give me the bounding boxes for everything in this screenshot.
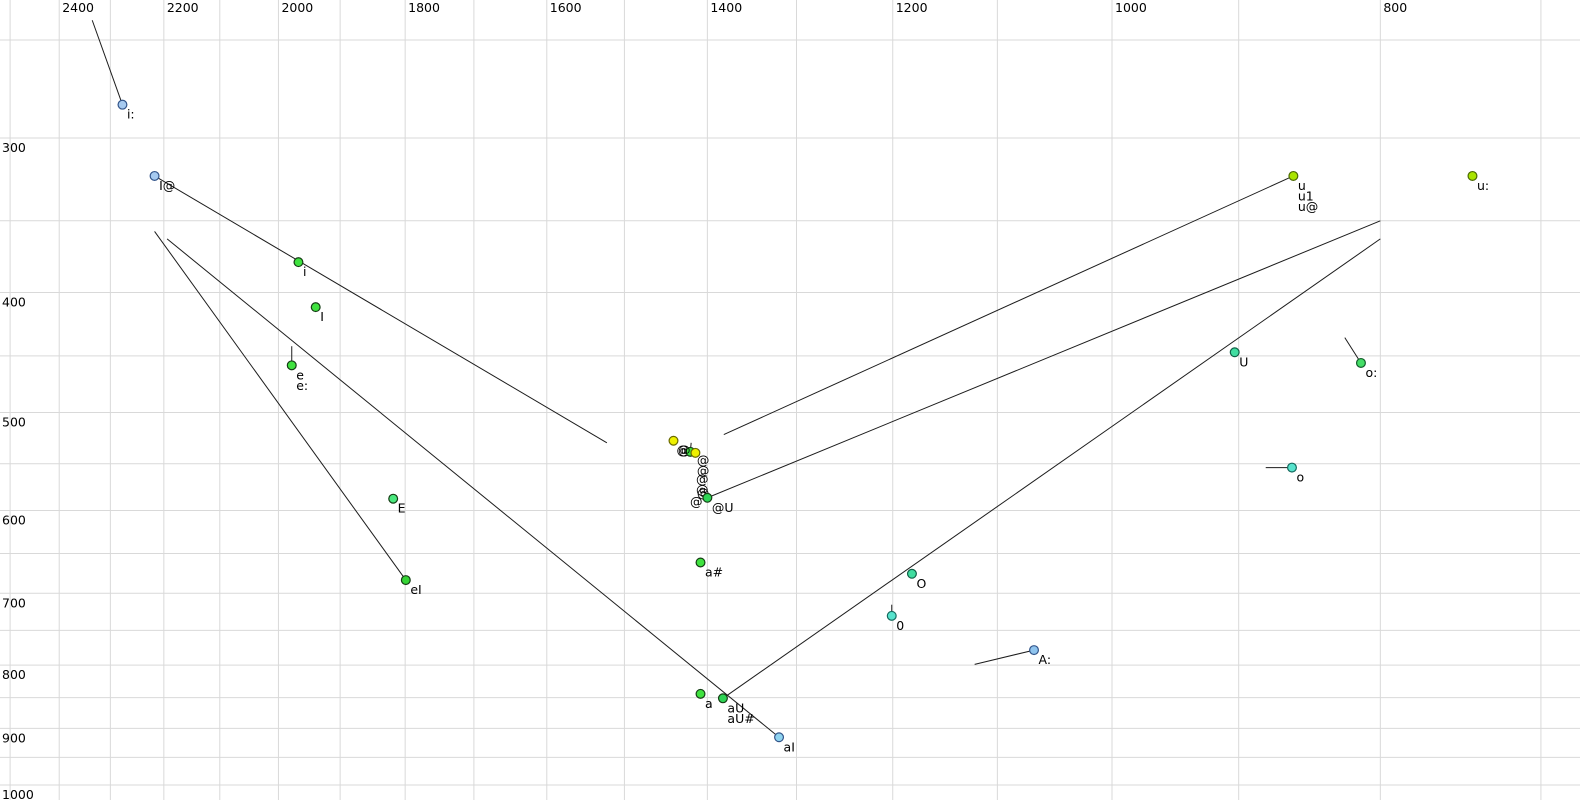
vowel-label-aI: aI (784, 739, 795, 754)
vowel-label-@: @ (678, 443, 691, 458)
vowel-label-A:: A: (1039, 652, 1052, 667)
x-axis-tick-label: 2000 (281, 0, 313, 15)
vowel-point-u:[interactable] (1467, 170, 1478, 181)
vowel-point-A:[interactable] (1029, 645, 1040, 656)
x-axis-tick-label: 800 (1383, 0, 1407, 15)
vowel-label-i:: i: (127, 107, 135, 122)
trajectory-line-o:-onglide (1344, 337, 1362, 364)
vowel-point-aU[interactable] (717, 693, 728, 704)
y-axis-tick-label: 900 (2, 730, 26, 745)
vowel-point-a#[interactable] (695, 557, 706, 568)
y-axis-tick-label: 400 (2, 295, 26, 310)
vowel-point-o:[interactable] (1355, 357, 1366, 368)
x-axis-tick-label: 1400 (710, 0, 742, 15)
trajectory-line-i:-onglide (91, 20, 123, 105)
vowel-label-0: 0 (896, 618, 904, 633)
vowel-point-u[interactable] (1288, 170, 1299, 181)
vowel-point-@[interactable] (668, 435, 679, 446)
vowel-label-i: i (303, 264, 306, 279)
x-axis-tick-label: 1200 (896, 0, 928, 15)
vowel-point-eI[interactable] (400, 575, 411, 586)
vowel-label-E: E (398, 501, 406, 516)
vowel-label-a: a (705, 696, 713, 711)
vowel-label-aU: aU (727, 700, 744, 715)
vowel-point-@U[interactable] (702, 492, 713, 503)
vowel-point-e[interactable] (286, 360, 297, 371)
x-axis-tick-label: 2400 (62, 0, 94, 15)
vowel-label-u:: u: (1477, 178, 1489, 193)
y-axis-tick-label: 800 (2, 667, 26, 682)
vowel-label-eI: eI (410, 582, 421, 597)
vowel-point-O[interactable] (906, 568, 917, 579)
vowel-label-u: u (1298, 178, 1306, 193)
y-axis-tick-label: 1000 (2, 787, 34, 800)
vowel-label-aU#: aU# (727, 711, 754, 726)
vowel-label-O: O (916, 576, 926, 591)
vowel-label-o:: o: (1365, 365, 1377, 380)
schwa-at-glyph: @ (697, 463, 710, 478)
trajectory-line-I@-glide (154, 175, 608, 444)
y-axis-tick-label: 500 (2, 414, 26, 429)
trajectory-line-u@-glide (723, 175, 1294, 436)
vowel-point-U[interactable] (1229, 347, 1240, 358)
trajectory-line-aU-glide (722, 238, 1381, 699)
trajectory-line-aI-glide (166, 238, 780, 738)
y-axis-tick-label: 600 (2, 512, 26, 527)
trajectory-line-eI-glide (154, 231, 407, 581)
y-axis-tick-label: 300 (2, 140, 26, 155)
vowel-point-E[interactable] (388, 493, 399, 504)
vowel-label-a#: a# (705, 564, 723, 579)
vowel-point-o[interactable] (1286, 462, 1297, 473)
vowel-label-e:: e: (296, 378, 308, 393)
trajectory-line-A:-onglide (974, 649, 1035, 665)
x-axis-tick-label: 1600 (550, 0, 582, 15)
vowel-label-U: U (1239, 354, 1248, 369)
schwa-at-glyph: @ (690, 494, 703, 509)
vowel-point-i[interactable] (293, 257, 304, 268)
vowel-label-e: e (296, 367, 304, 382)
vowel-label-I: I (320, 309, 324, 324)
vowel-label-u@: u@ (1298, 199, 1318, 214)
vowel-label-u1: u1 (1298, 188, 1314, 203)
vowel-point-0[interactable] (886, 610, 897, 621)
schwa-at-glyph: @ (696, 472, 709, 487)
trajectory-line-@U-glide (707, 220, 1381, 499)
y-axis-tick-label: 700 (2, 595, 26, 610)
vowel-point-aI[interactable] (774, 732, 785, 743)
schwa-at-glyph: @ (697, 452, 710, 467)
vowel-label-o: o (1296, 470, 1304, 485)
vowel-label-I@: I@ (159, 178, 175, 193)
vowel-label-@U: @U (712, 500, 734, 515)
vowel-point-I@[interactable] (149, 170, 160, 181)
vowel-point[interactable] (690, 447, 701, 458)
x-axis-tick-label: 1000 (1115, 0, 1147, 15)
x-axis-tick-label: 1800 (408, 0, 440, 15)
x-axis-tick-label: 2200 (167, 0, 199, 15)
vowel-point-i:[interactable] (117, 99, 128, 110)
vowel-point-I[interactable] (310, 302, 321, 313)
vowel-point-a[interactable] (695, 688, 706, 699)
